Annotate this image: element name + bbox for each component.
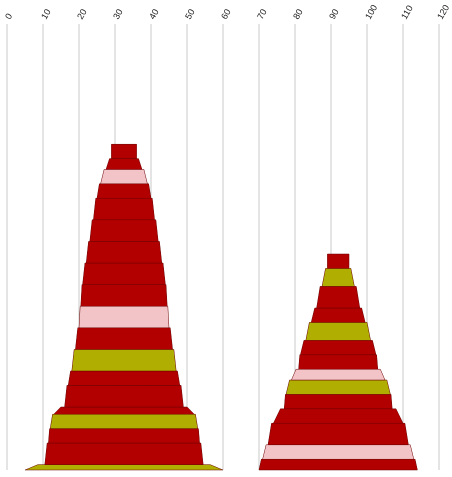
stack-1-segment-17 [100,169,148,185]
stack-1-segment-1 [24,464,224,471]
stack-1-segment-4 [49,413,199,429]
x-tick-label: 90 [327,7,341,21]
stack-1-segment-5 [53,406,195,415]
stack-1-segment-12 [82,262,166,285]
stack-1-segment-6 [64,385,184,408]
stack-1-segment-14 [89,219,159,242]
x-tick-label: 50 [183,7,197,21]
stack-1-segment-10 [78,305,170,329]
x-tick-label: 120 [435,3,451,21]
x-tick-label: 30 [111,7,125,21]
x-tick-label: 70 [255,7,269,21]
stack-1-segment-16 [96,183,152,199]
stack-2-segment-14 [327,253,350,269]
x-tick-label: 20 [75,7,89,21]
x-tick-label: 60 [219,7,233,21]
stack-1-segment-13 [85,241,163,264]
stack-1-segment-8 [71,349,177,372]
stack-2-segment-6 [285,379,391,395]
stack-1-segment-11 [80,284,168,307]
stack-2-segment-12 [316,286,361,309]
stack-2 [258,253,418,471]
stack-2-segment-9 [300,340,377,356]
stack-1-segment-19 [111,143,137,159]
x-tick-label: 80 [291,7,305,21]
x-tick-label: 40 [147,7,161,21]
stack-1-segment-3 [48,428,200,444]
stacks [24,143,418,471]
stack-2-segment-8 [298,354,379,370]
stack-1-segment-18 [105,158,143,170]
stack-2-segment-11 [310,307,366,323]
stack-2-segment-3 [267,422,409,446]
stack-1-segment-2 [44,442,204,465]
stack-1-segment-15 [93,197,155,221]
stack-2-segment-13 [321,268,355,287]
stack-2-segment-1 [258,458,418,471]
stack-2-segment-2 [262,444,415,460]
x-axis-tick-labels: 0 10 20 30 40 50 60 70 80 90 100 110 120 [3,3,451,21]
x-tick-label: 0 [3,12,14,21]
stack-2-segment-4 [272,408,404,424]
stack-1-segment-9 [75,327,173,350]
x-tick-label: 110 [399,4,415,21]
stack-2-segment-7 [291,368,386,381]
stack-1 [24,143,224,471]
stack-2-segment-10 [305,322,371,341]
stack-2-segment-5 [283,394,393,410]
x-tick-label: 100 [363,3,379,21]
stack-1-segment-7 [67,370,181,386]
x-tick-label: 10 [39,7,53,21]
